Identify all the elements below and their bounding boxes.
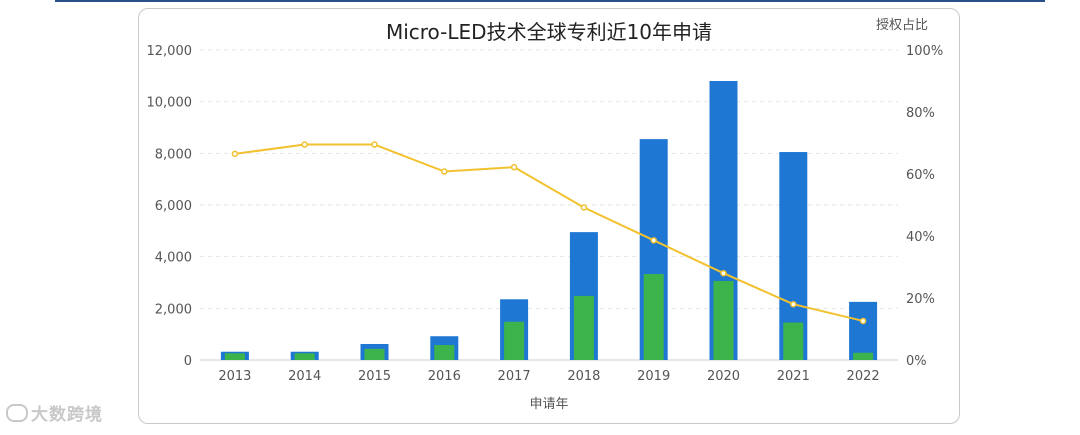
y2-tick-label: 40%	[906, 230, 935, 245]
x-tick-label: 2015	[358, 369, 391, 384]
grant-ratio-point	[371, 141, 378, 148]
grant-ratio-point	[441, 168, 448, 175]
grant-ratio-point	[859, 317, 867, 325]
y2-tick-label: 0%	[906, 354, 927, 369]
bar-granted	[434, 345, 455, 360]
y-tick-label: 0	[184, 354, 192, 369]
grant-ratio-point	[231, 150, 239, 158]
chart-card	[138, 8, 960, 424]
bar-granted	[713, 280, 734, 360]
x-tick-label: 2019	[637, 369, 670, 384]
x-tick-label: 2016	[428, 369, 461, 384]
y2-tick-label: 80%	[906, 106, 935, 121]
y-tick-label: 10,000	[147, 96, 193, 111]
x-tick-label: 2020	[707, 369, 740, 384]
bar-granted	[504, 321, 525, 360]
bar-granted	[224, 353, 245, 360]
chart-title: Micro-LED技术全球专利近10年申请	[386, 20, 712, 44]
grant-ratio-point	[301, 141, 308, 148]
bar-granted	[643, 273, 664, 360]
x-tick-label: 2014	[288, 369, 321, 384]
y-tick-label: 6,000	[155, 199, 192, 214]
grant-ratio-point	[790, 300, 797, 308]
y-tick-label: 4,000	[155, 251, 192, 266]
watermark-logo-icon	[6, 404, 28, 422]
y2-axis-title: 授权占比	[876, 17, 928, 33]
bar-granted	[294, 353, 315, 360]
x-tick-label: 2013	[218, 369, 251, 384]
top-rule	[55, 0, 1045, 2]
bar-granted	[853, 352, 874, 360]
grant-ratio-point	[650, 237, 657, 244]
watermark: 大数跨境	[6, 400, 103, 425]
x-tick-label: 2017	[498, 369, 531, 384]
grant-ratio-point	[510, 163, 518, 171]
x-tick-label: 2022	[847, 369, 880, 384]
y-tick-label: 12,000	[147, 44, 193, 59]
x-axis-title: 申请年	[529, 397, 568, 412]
x-tick-label: 2018	[567, 369, 600, 384]
x-tick-label: 2021	[777, 369, 810, 384]
grant-ratio-line	[234, 143, 864, 322]
y2-tick-label: 60%	[906, 168, 935, 183]
y2-tick-label: 20%	[906, 292, 935, 307]
grant-ratio-point	[720, 269, 727, 277]
y-tick-label: 8,000	[155, 147, 192, 162]
bar-granted	[573, 295, 594, 360]
watermark-text: 大数跨境	[31, 405, 103, 425]
bar-granted	[364, 348, 385, 360]
bar-granted	[783, 322, 804, 360]
grant-ratio-point	[580, 204, 588, 211]
bar-total	[849, 301, 878, 360]
y2-tick-label: 100%	[906, 44, 943, 59]
y-tick-label: 2,000	[155, 302, 192, 317]
